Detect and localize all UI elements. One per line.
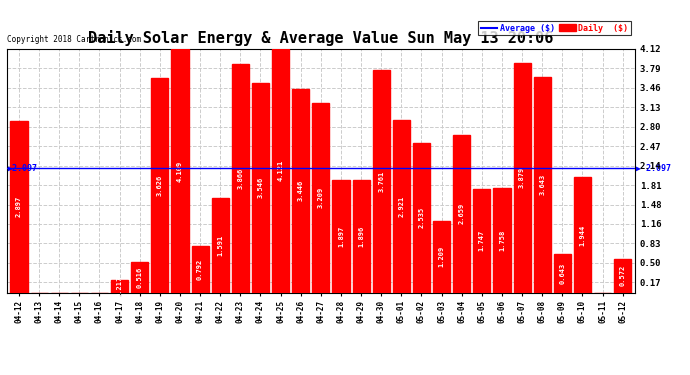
Text: 0.516: 0.516 <box>137 267 143 288</box>
Bar <box>493 189 511 292</box>
Bar <box>313 103 329 292</box>
Bar <box>272 49 289 292</box>
Text: 4.109: 4.109 <box>177 160 183 182</box>
Bar <box>333 180 350 292</box>
Text: ▶2.097: ▶2.097 <box>8 164 38 173</box>
Text: 1.944: 1.944 <box>580 224 586 246</box>
Text: 3.879: 3.879 <box>519 167 525 188</box>
Bar <box>413 142 430 292</box>
Bar <box>151 78 168 292</box>
Text: 1.896: 1.896 <box>358 226 364 247</box>
Bar <box>433 221 450 292</box>
Text: 3.643: 3.643 <box>539 174 545 195</box>
Text: 0.217: 0.217 <box>117 276 123 297</box>
Text: 1.897: 1.897 <box>338 226 344 247</box>
Text: 1.591: 1.591 <box>217 235 224 256</box>
Text: 1.747: 1.747 <box>479 230 485 252</box>
Text: 2.897: 2.897 <box>16 196 22 217</box>
Text: 3.626: 3.626 <box>157 175 163 196</box>
Bar <box>513 63 531 292</box>
Bar <box>453 135 471 292</box>
Text: ▶ 2.097: ▶ 2.097 <box>636 164 671 173</box>
Text: 2.659: 2.659 <box>459 203 465 225</box>
Bar <box>192 246 208 292</box>
Text: 3.546: 3.546 <box>257 177 264 198</box>
Bar <box>252 83 269 292</box>
Bar <box>292 88 309 292</box>
Text: 4.121: 4.121 <box>277 160 284 181</box>
Text: 3.866: 3.866 <box>237 168 244 189</box>
Text: 2.921: 2.921 <box>398 195 404 217</box>
Text: 3.761: 3.761 <box>378 171 384 192</box>
Bar <box>171 50 188 292</box>
Text: 0.572: 0.572 <box>620 265 626 286</box>
Bar <box>111 280 128 292</box>
Bar <box>574 177 591 292</box>
Bar <box>393 120 410 292</box>
Bar <box>10 121 28 292</box>
Bar <box>373 70 390 292</box>
Bar <box>533 77 551 292</box>
Text: 1.209: 1.209 <box>439 246 444 267</box>
Bar <box>232 64 249 292</box>
Text: 3.446: 3.446 <box>297 180 304 201</box>
Bar <box>554 255 571 292</box>
Text: 0.643: 0.643 <box>560 263 565 284</box>
Text: 2.535: 2.535 <box>418 207 424 228</box>
Text: Copyright 2018 Cartronics.com: Copyright 2018 Cartronics.com <box>7 35 141 44</box>
Text: 0.792: 0.792 <box>197 258 203 280</box>
Title: Daily Solar Energy & Average Value Sun May 13 20:06: Daily Solar Energy & Average Value Sun M… <box>88 30 553 46</box>
Bar <box>473 189 491 292</box>
Legend: Average ($), Daily  ($): Average ($), Daily ($) <box>478 21 631 35</box>
Bar <box>212 198 229 292</box>
Bar <box>131 262 148 292</box>
Bar <box>353 180 370 292</box>
Bar <box>614 259 631 292</box>
Text: 1.758: 1.758 <box>499 230 505 251</box>
Text: 3.209: 3.209 <box>318 187 324 208</box>
